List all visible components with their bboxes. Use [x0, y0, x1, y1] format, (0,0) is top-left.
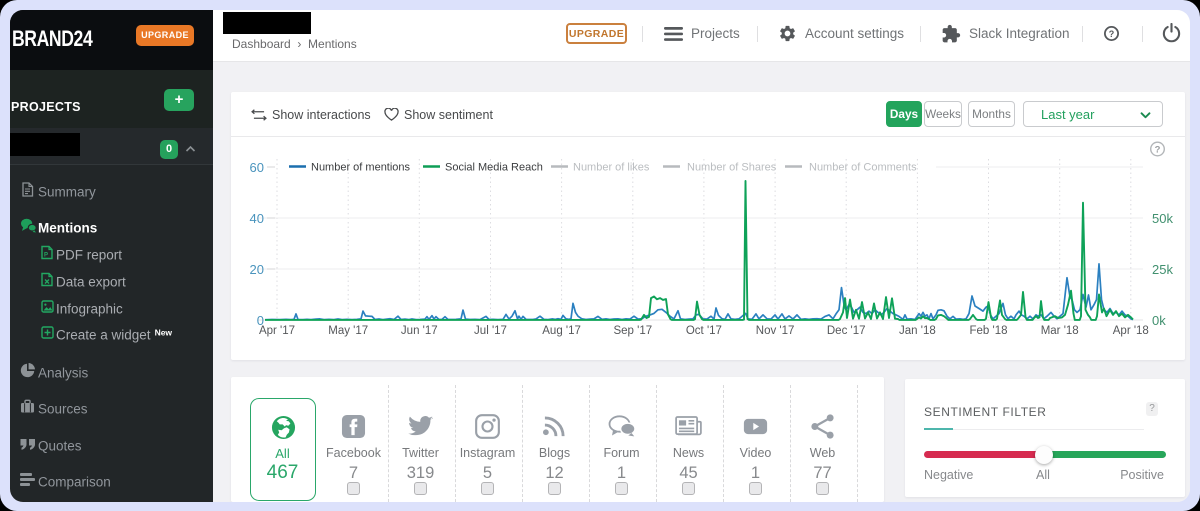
svg-text:Feb '18: Feb '18 [970, 325, 1008, 337]
svg-text:Jan '18: Jan '18 [899, 325, 936, 337]
svg-text:Number of Shares: Number of Shares [687, 162, 777, 174]
svg-text:20: 20 [250, 262, 264, 277]
svg-text:Sep '17: Sep '17 [613, 325, 652, 337]
svg-text:P: P [44, 253, 48, 259]
svg-text:0k: 0k [1152, 313, 1166, 328]
svg-text:25k: 25k [1152, 262, 1173, 277]
svg-text:May '17: May '17 [328, 325, 368, 337]
svg-text:Jul '17: Jul '17 [474, 325, 507, 337]
svg-text:40: 40 [250, 211, 264, 226]
svg-text:Jun '17: Jun '17 [401, 325, 438, 337]
svg-text:Number of likes: Number of likes [573, 162, 650, 174]
svg-text:Number of Comments: Number of Comments [809, 162, 917, 174]
svg-text:Apr '17: Apr '17 [259, 325, 295, 337]
svg-text:?: ? [1155, 145, 1161, 156]
svg-text:Dec '17: Dec '17 [827, 325, 866, 337]
svg-text:Oct '17: Oct '17 [686, 325, 722, 337]
svg-text:Social Media Reach: Social Media Reach [445, 162, 543, 174]
svg-text:Apr '18: Apr '18 [1113, 325, 1149, 337]
svg-text:Number of mentions: Number of mentions [311, 162, 411, 174]
svg-text:0: 0 [257, 313, 264, 328]
svg-text:Aug '17: Aug '17 [542, 325, 581, 337]
svg-text:?: ? [1109, 29, 1115, 39]
svg-text:50k: 50k [1152, 211, 1173, 226]
svg-text:Mar '18: Mar '18 [1041, 325, 1079, 337]
svg-text:60: 60 [250, 160, 264, 175]
svg-text:Nov '17: Nov '17 [756, 325, 795, 337]
